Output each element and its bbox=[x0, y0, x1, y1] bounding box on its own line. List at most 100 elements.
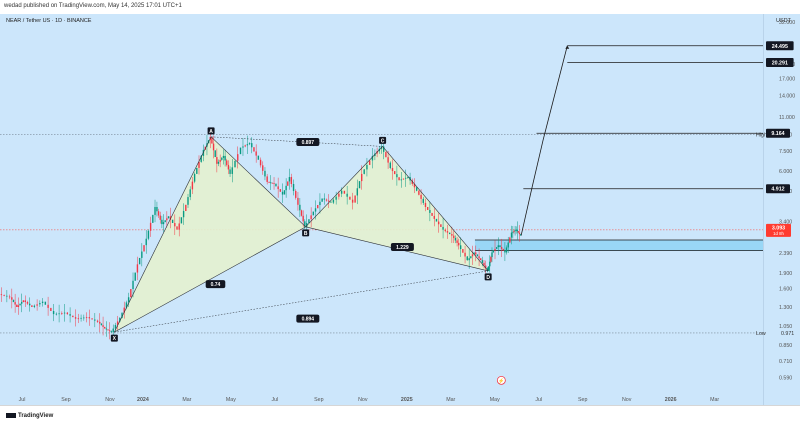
candle-body bbox=[481, 260, 484, 263]
y-tick-label-15: 0.850 bbox=[779, 343, 792, 349]
candle-body bbox=[193, 173, 196, 182]
candle-body bbox=[426, 206, 429, 210]
candle-body bbox=[502, 248, 504, 251]
candle-body bbox=[275, 183, 277, 187]
candle-body bbox=[507, 242, 509, 248]
candle-body bbox=[17, 305, 20, 307]
tradingview-logo[interactable]: TradingView bbox=[6, 413, 53, 419]
candle-body bbox=[464, 252, 466, 257]
candle-body bbox=[224, 155, 226, 161]
candle-body bbox=[31, 305, 33, 307]
candle-body bbox=[119, 317, 121, 322]
candle-body bbox=[512, 231, 514, 233]
candle-body bbox=[351, 199, 354, 203]
candle-body bbox=[448, 232, 451, 235]
candle-body bbox=[264, 170, 266, 177]
y-tick-label-2: 17.000 bbox=[779, 76, 795, 82]
candle-body bbox=[312, 211, 315, 216]
candle-body bbox=[396, 174, 398, 178]
candle-body bbox=[468, 258, 470, 261]
candle-body bbox=[99, 321, 101, 324]
candle-body bbox=[152, 214, 154, 223]
candle-body bbox=[154, 206, 156, 215]
candle-body bbox=[454, 238, 457, 241]
candle-body bbox=[287, 181, 289, 186]
candle-body bbox=[371, 155, 374, 161]
candle-body bbox=[141, 251, 143, 258]
candle-body bbox=[366, 164, 368, 170]
candle-body bbox=[166, 218, 168, 221]
candle-body bbox=[504, 250, 506, 253]
candle-body bbox=[306, 223, 308, 227]
target-level-tag-1-bg bbox=[766, 58, 794, 68]
candle-body bbox=[44, 301, 47, 305]
pattern-triangle-bcd bbox=[305, 146, 489, 271]
target-level-tag-0-bg bbox=[766, 41, 794, 51]
candle-body bbox=[304, 221, 306, 227]
candle-body bbox=[470, 256, 472, 259]
candle-body bbox=[91, 318, 93, 320]
candle-body bbox=[398, 177, 400, 181]
chart-svg[interactable]: 32.00020.00017.00014.00011.0009.0107.500… bbox=[0, 0, 800, 405]
y-tick-label-14: 1.050 bbox=[779, 324, 792, 330]
candle-body bbox=[431, 212, 433, 216]
candle-body bbox=[0, 294, 3, 296]
candle-body bbox=[196, 167, 198, 174]
candle-body bbox=[161, 219, 163, 225]
pattern-point-X: X bbox=[113, 336, 117, 342]
candle-body bbox=[494, 248, 496, 251]
candle-body bbox=[63, 312, 66, 314]
candle-body bbox=[130, 289, 132, 298]
currency-label: USDT bbox=[776, 18, 791, 24]
projection-path bbox=[520, 45, 568, 236]
candle-body bbox=[387, 157, 389, 163]
candle-body bbox=[321, 198, 323, 202]
candle-body bbox=[346, 193, 348, 197]
candle-body bbox=[136, 264, 139, 273]
candle-body bbox=[191, 181, 194, 190]
candle-body bbox=[499, 245, 501, 248]
candle-body bbox=[187, 197, 189, 205]
candle-body bbox=[295, 190, 297, 198]
low-level-label: Low bbox=[756, 331, 766, 337]
candle-body bbox=[484, 265, 487, 269]
x-tick-label-10: Mar bbox=[446, 397, 455, 403]
candle-body bbox=[354, 195, 356, 203]
candle-body bbox=[319, 201, 321, 206]
current-price-countdown: 1d 8h bbox=[773, 231, 784, 236]
price-axis[interactable] bbox=[763, 14, 800, 405]
ratio-label-0: 0.74 bbox=[211, 282, 221, 288]
pattern-point-A: A bbox=[209, 129, 213, 135]
candle-body bbox=[297, 197, 299, 205]
leg-bc bbox=[305, 146, 383, 228]
y-tick-label-10: 2.390 bbox=[779, 251, 792, 257]
candle-body bbox=[480, 258, 482, 261]
candle-body bbox=[134, 272, 136, 281]
candle-body bbox=[105, 328, 108, 330]
candle-body bbox=[262, 165, 264, 171]
candle-body bbox=[12, 299, 15, 303]
candle-body bbox=[259, 159, 262, 166]
candle-body bbox=[444, 229, 446, 232]
candle-body bbox=[270, 182, 272, 184]
publish-text: wedad published on TradingView.com, May … bbox=[4, 3, 182, 9]
candle-body bbox=[519, 234, 522, 236]
candle-body bbox=[490, 257, 492, 262]
candle-body bbox=[471, 254, 474, 257]
candle-body bbox=[180, 217, 183, 224]
target-level-tag-3-bg bbox=[766, 184, 790, 194]
candle-body bbox=[143, 245, 145, 252]
y-tick-label-6: 7.500 bbox=[779, 149, 792, 155]
brand-label: TradingView bbox=[18, 413, 54, 420]
x-tick-label-11: May bbox=[490, 397, 500, 403]
candle-body bbox=[400, 179, 402, 181]
candle-body bbox=[159, 215, 161, 220]
x-tick-label-2: Nov bbox=[105, 397, 115, 403]
candle-body bbox=[162, 222, 165, 225]
candle-body bbox=[257, 155, 260, 160]
candle-body bbox=[411, 180, 413, 184]
candle-body bbox=[138, 257, 141, 265]
candle-body bbox=[28, 303, 31, 306]
candle-body bbox=[50, 307, 52, 311]
candle-body bbox=[212, 143, 215, 151]
